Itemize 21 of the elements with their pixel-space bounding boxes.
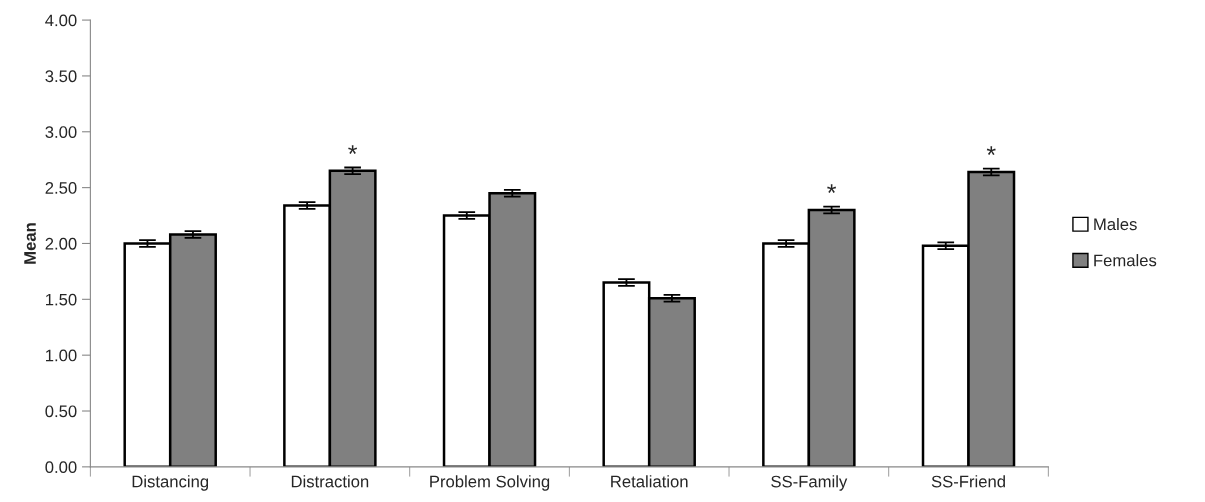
y-tick-label: 3.00 xyxy=(45,126,77,138)
x-tick-label: Problem Solving xyxy=(430,475,550,491)
y-tick-label: 2.00 xyxy=(45,237,77,250)
y-tick-label: 2.50 xyxy=(45,182,77,194)
x-tick-label: SS-Family xyxy=(771,475,848,491)
annotation: * xyxy=(986,146,996,156)
annotation: * xyxy=(827,184,837,193)
y-tick-label: 3.50 xyxy=(45,70,77,83)
y-tick-label: 0.00 xyxy=(45,461,77,474)
x-tick-label: Distancing xyxy=(132,475,209,491)
x-tick-label: Distraction xyxy=(291,475,369,488)
y-tick-label: 1.00 xyxy=(46,349,77,362)
legend-label: Males xyxy=(1094,217,1137,231)
x-tick-label: Retaliation xyxy=(611,475,688,488)
x-tick-label: SS-Friend xyxy=(931,475,1005,488)
y-axis-title: Mean xyxy=(24,223,36,264)
y-tick-label: 4.00 xyxy=(45,14,77,27)
legend-label: Females xyxy=(1094,254,1157,267)
y-tick-label: 1.50 xyxy=(46,293,77,306)
y-tick-label: 0.50 xyxy=(45,405,77,418)
annotation: * xyxy=(348,145,358,154)
